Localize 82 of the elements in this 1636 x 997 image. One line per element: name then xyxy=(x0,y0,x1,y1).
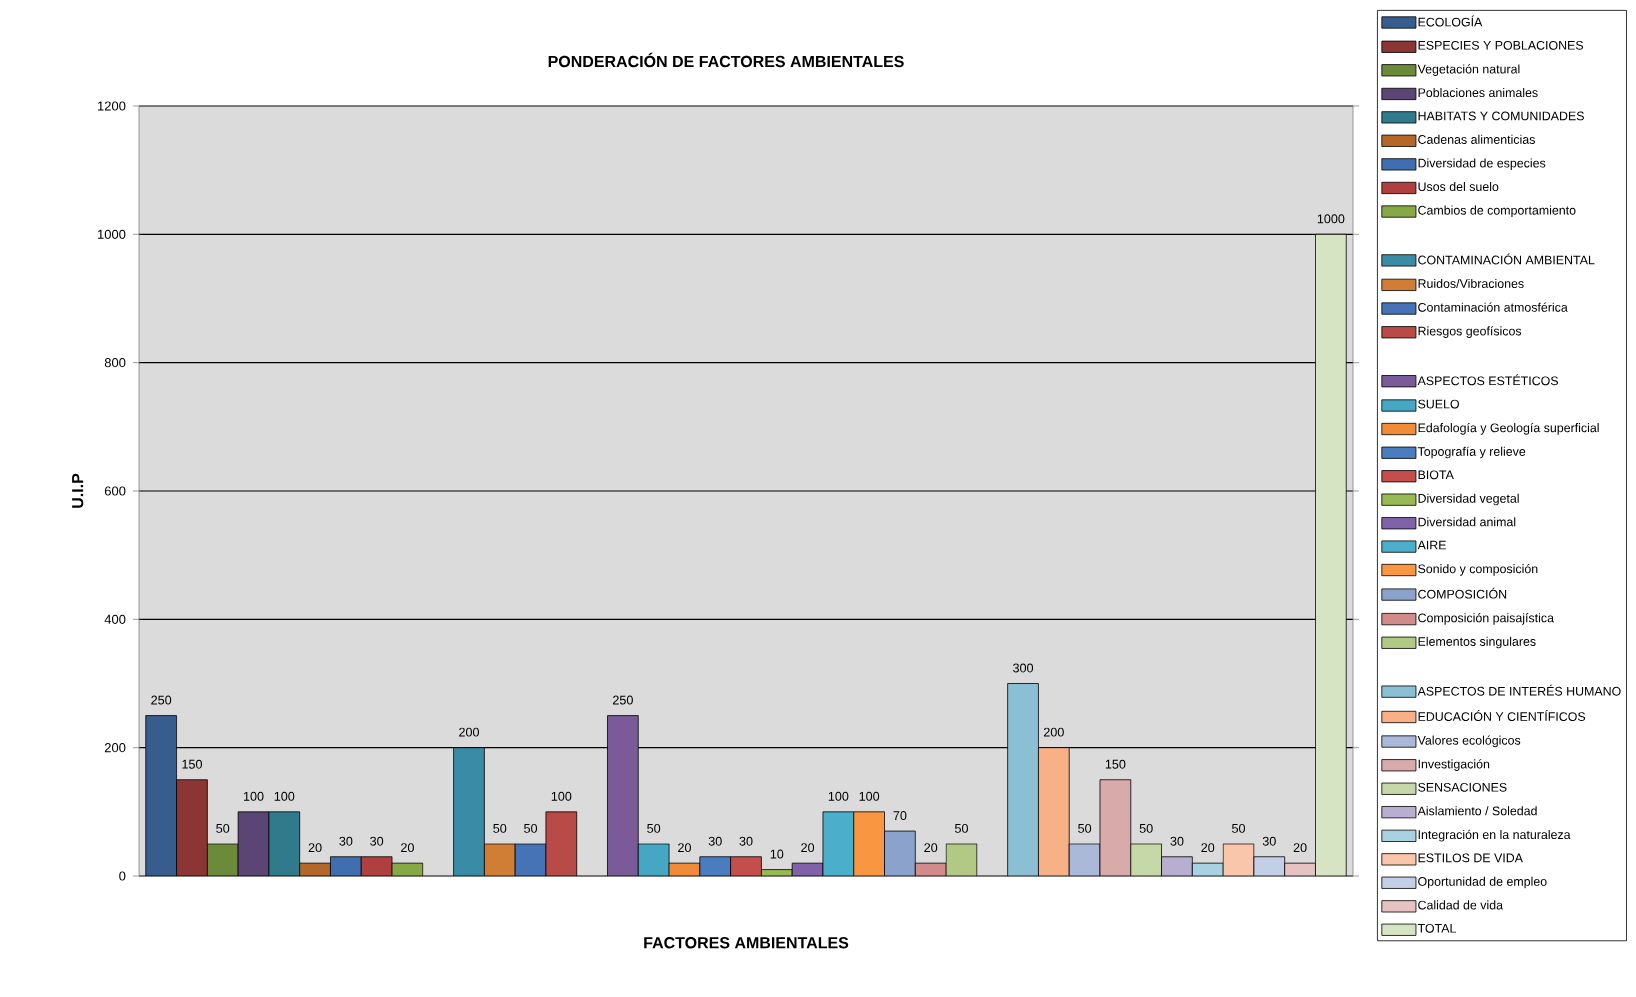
y-tick-label: 1000 xyxy=(98,229,126,239)
legend-label: Poblaciones animales xyxy=(1418,87,1538,98)
data-label: 20 xyxy=(308,843,322,853)
legend-label: Ruidos/Vibraciones xyxy=(1418,278,1524,288)
legend-label: Cadenas alimenticias xyxy=(1418,134,1535,144)
data-label: 50 xyxy=(1078,823,1092,833)
legend-label: Diversidad animal xyxy=(1418,517,1516,527)
data-label: 30 xyxy=(739,836,753,846)
data-label: 70 xyxy=(893,811,907,821)
legend-label: SENSACIONES xyxy=(1418,782,1507,792)
x-axis-title: FACTORES AMBIENTALES xyxy=(644,937,849,949)
legend-label: ASPECTOS ESTÉTICOS xyxy=(1417,374,1558,386)
data-label: 30 xyxy=(1262,836,1276,846)
legend-label: ECOLOGÍA xyxy=(1418,15,1483,27)
legend-label: ASPECTOS DE INTERÉS HUMANO xyxy=(1417,684,1621,696)
data-label: 10 xyxy=(770,849,784,859)
legend-label: Aislamiento / Soledad xyxy=(1417,806,1537,816)
data-label: 50 xyxy=(216,823,230,833)
legend-label: Elementos singulares xyxy=(1418,636,1536,649)
legend-label: Edafología y Geología superficial xyxy=(1418,422,1599,435)
legend-label: COMPOSICIÓN xyxy=(1418,587,1507,599)
data-label: 300 xyxy=(1013,663,1034,673)
legend-label: ESPECIES Y POBLACIONES xyxy=(1418,40,1584,50)
data-label: 100 xyxy=(243,791,264,801)
legend-label: ESTILOS DE VIDA xyxy=(1418,853,1523,863)
data-label: 100 xyxy=(828,791,849,801)
data-label: 200 xyxy=(1043,727,1064,737)
legend-label: Composición paisajística xyxy=(1418,613,1554,625)
legend-label: Integración en la naturaleza xyxy=(1418,829,1571,842)
legend-label: HABITATS Y COMUNIDADES xyxy=(1418,111,1584,121)
legend-label: AIRE xyxy=(1417,540,1446,550)
data-label: 20 xyxy=(801,843,815,853)
data-label: 20 xyxy=(1293,843,1307,853)
legend-label: BIOTA xyxy=(1418,470,1454,480)
legend-label: Oportunidad de empleo xyxy=(1418,876,1547,889)
legend-label: EDUCACIÓN Y CIENTÍFICOS xyxy=(1418,710,1586,721)
data-label: 100 xyxy=(274,791,295,801)
data-label: 200 xyxy=(459,727,480,737)
legend-label: Vegetación natural xyxy=(1417,64,1520,76)
data-label: 20 xyxy=(401,843,414,853)
y-tick-label: 0 xyxy=(119,871,126,881)
data-label: 20 xyxy=(678,843,691,853)
legend-label: Diversidad vegetal xyxy=(1418,493,1519,506)
data-label: 50 xyxy=(647,823,661,833)
data-label: 50 xyxy=(524,823,538,833)
y-tick-label: 400 xyxy=(104,614,126,624)
data-label: 30 xyxy=(339,836,353,846)
y-tick-label: 600 xyxy=(104,486,126,496)
legend-label: Calidad de vida xyxy=(1418,900,1504,910)
data-label: 30 xyxy=(708,836,722,846)
data-label: 50 xyxy=(1232,823,1246,833)
chart-title: PONDERACIÓN DE FACTORES AMBIENTALES xyxy=(548,52,904,68)
data-label: 1000 xyxy=(1317,214,1345,224)
data-label: 50 xyxy=(1139,823,1153,833)
y-tick-label: 200 xyxy=(104,743,126,753)
legend-label: Sonido y composición xyxy=(1418,563,1538,576)
data-label: 250 xyxy=(151,695,172,705)
legend-label: SUELO xyxy=(1418,399,1459,409)
data-label: 250 xyxy=(613,695,633,705)
legend-label: CONTAMINACIÓN AMBIENTAL xyxy=(1418,253,1595,265)
data-label: 20 xyxy=(924,843,938,853)
data-label: 50 xyxy=(954,823,968,833)
y-axis-title: U.I.P xyxy=(72,473,84,508)
legend-label: Diversidad de especies xyxy=(1418,158,1546,170)
data-label: 30 xyxy=(1170,836,1184,846)
data-label: 150 xyxy=(1105,759,1126,769)
data-label: 150 xyxy=(182,759,202,769)
legend-label: Usos del suelo xyxy=(1418,181,1499,192)
legend-label: Valores ecológicos xyxy=(1417,735,1521,748)
legend-label: Investigación xyxy=(1418,759,1490,771)
y-tick-label: 1200 xyxy=(98,101,126,111)
legend-label: TOTAL xyxy=(1417,923,1456,933)
legend-label: Contaminación atmosférica xyxy=(1418,302,1568,312)
legend-label: Cambios de comportamiento xyxy=(1418,205,1576,218)
data-label: 30 xyxy=(370,836,384,846)
data-label: 100 xyxy=(551,791,572,801)
legend-label: Riesgos geofísicos xyxy=(1418,326,1522,338)
legend-label: Topografía y relieve xyxy=(1417,446,1526,459)
y-tick-label: 800 xyxy=(104,358,126,368)
data-label: 100 xyxy=(859,791,880,801)
data-label: 20 xyxy=(1201,843,1215,853)
data-label: 50 xyxy=(493,823,507,833)
